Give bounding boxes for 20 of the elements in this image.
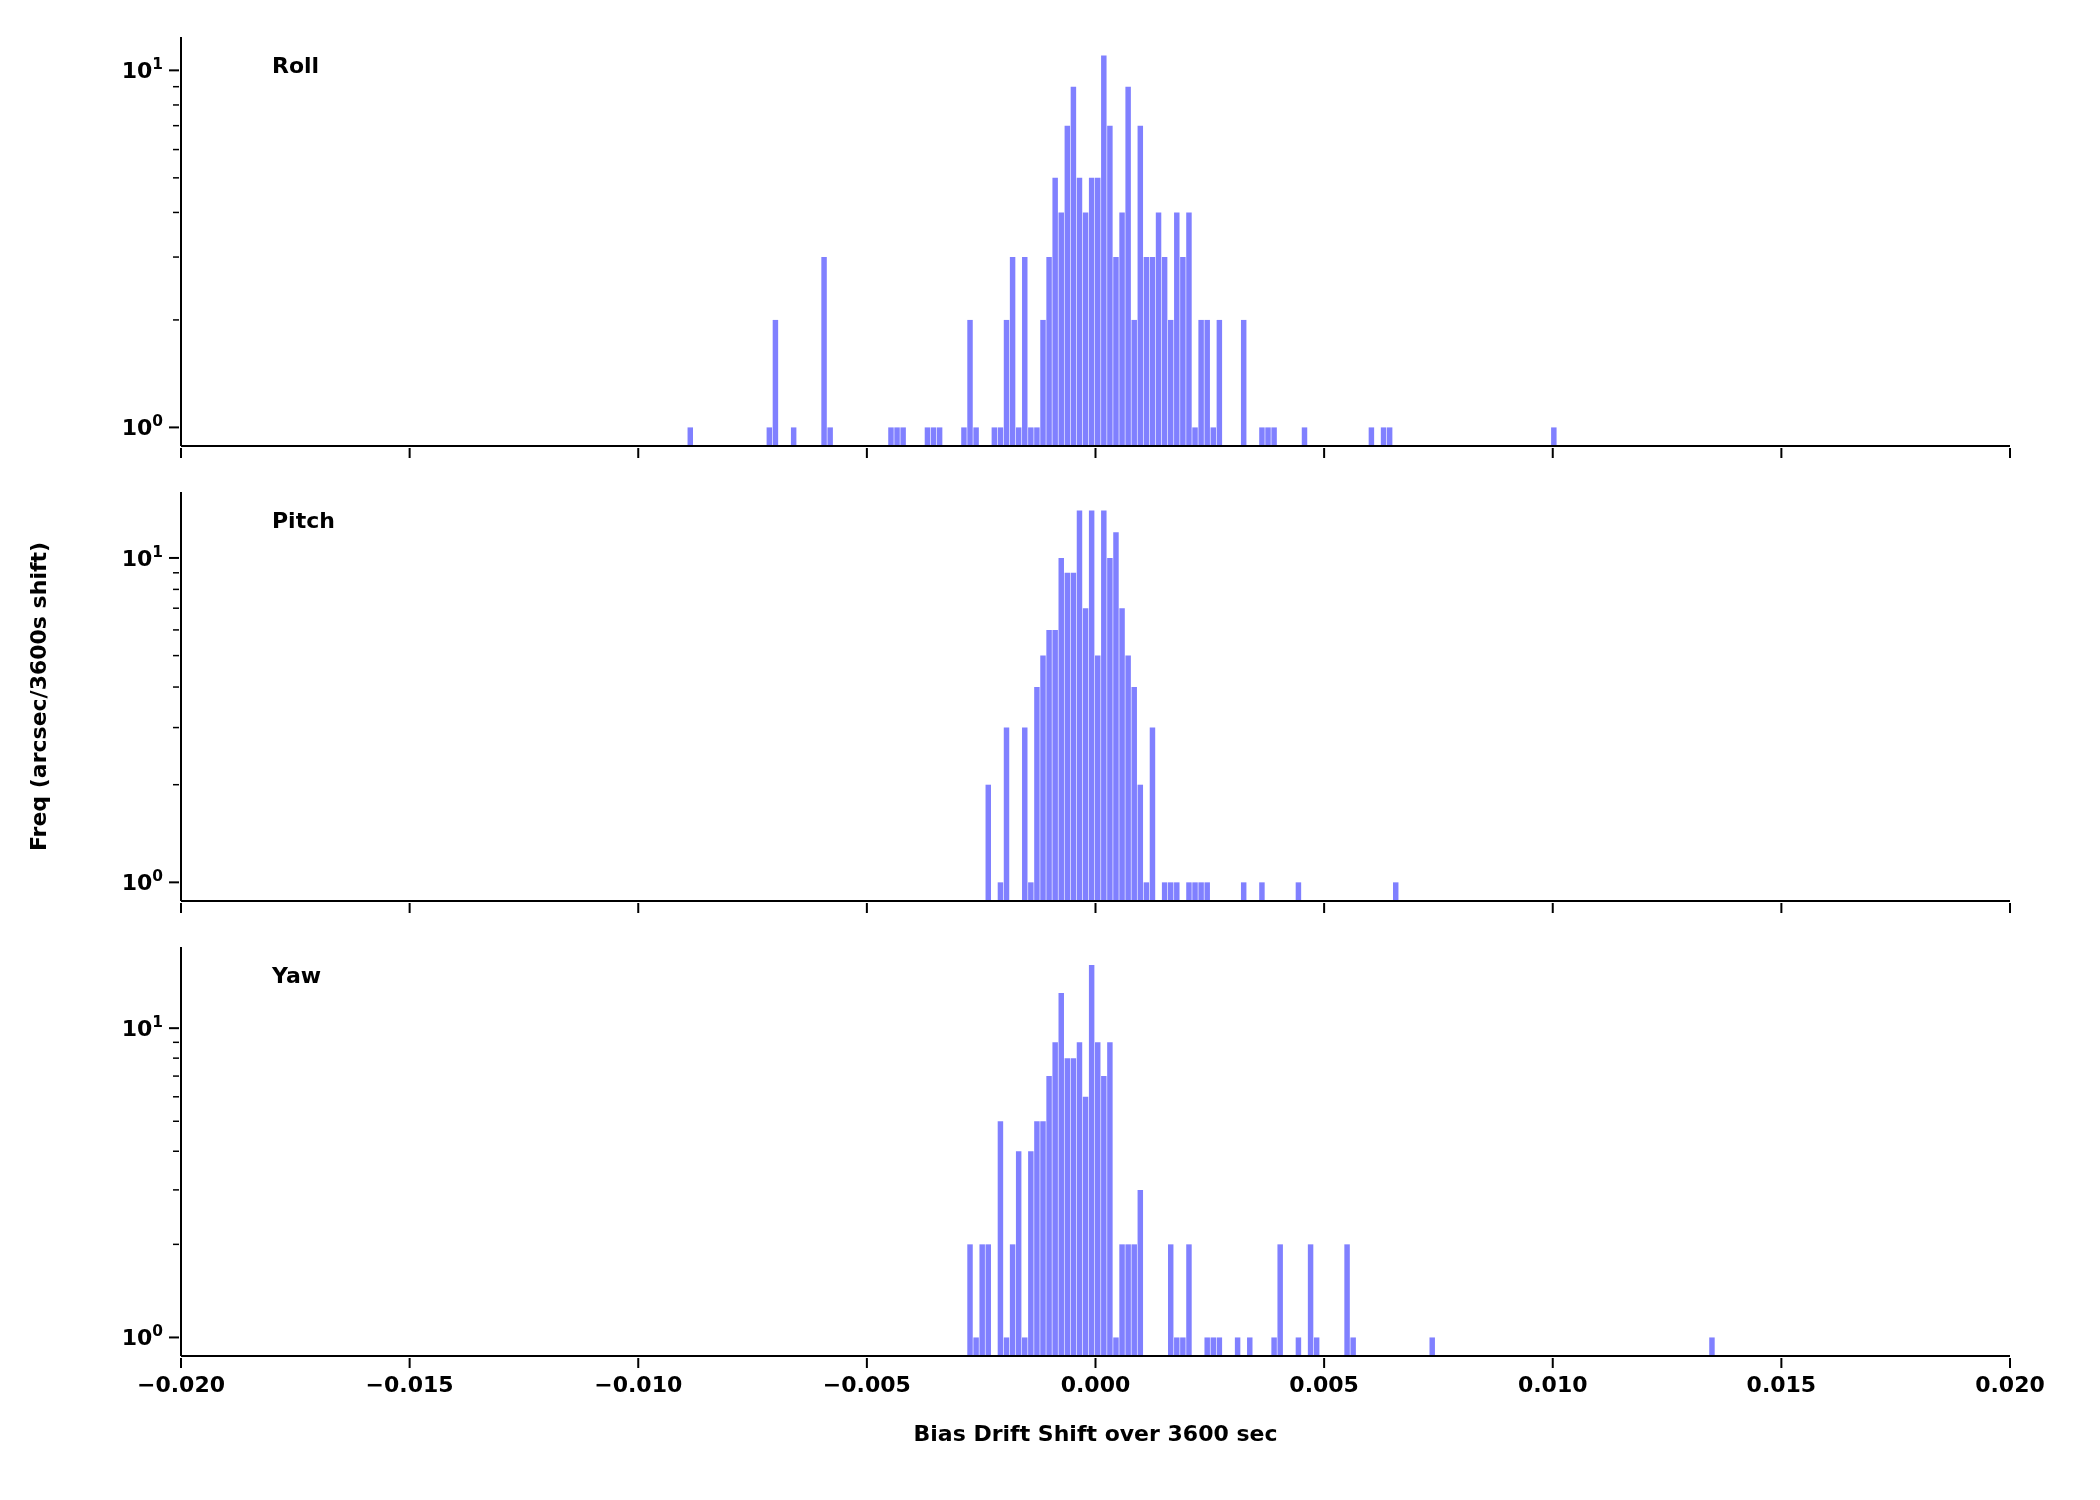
text: Roll	[272, 53, 320, 78]
y-tick-label: 10$^{0}$	[121, 1322, 163, 1351]
y-tick-label: 10$^{1}$	[121, 55, 163, 84]
y-tick-label: 10$^{0}$	[121, 412, 163, 441]
x-tick-label: −0.020	[136, 1371, 226, 1397]
x-axis-title: Bias Drift Shift over 3600 sec	[913, 1421, 1278, 1446]
y-tick-label: 10$^{1}$	[121, 542, 163, 571]
y-axis-title: Freq (arcsec/3600s shift)	[25, 541, 51, 852]
x-tick-label: 0.020	[1975, 1371, 2045, 1397]
text: Pitch	[272, 508, 335, 533]
y-tick-label: 10$^{0}$	[121, 867, 163, 896]
x-tick-label: 0.005	[1289, 1371, 1359, 1397]
x-tick-label: 0.015	[1746, 1371, 1817, 1397]
x-tick-label: −0.005	[822, 1371, 911, 1397]
x-tick-label: −0.010	[594, 1371, 683, 1397]
x-tick-label: 0.000	[1060, 1371, 1131, 1397]
text: Yaw	[272, 963, 322, 988]
y-tick-label: 10$^{1}$	[121, 1012, 163, 1041]
x-tick-label: 0.010	[1517, 1371, 1588, 1397]
x-tick-label: −0.015	[365, 1371, 454, 1397]
